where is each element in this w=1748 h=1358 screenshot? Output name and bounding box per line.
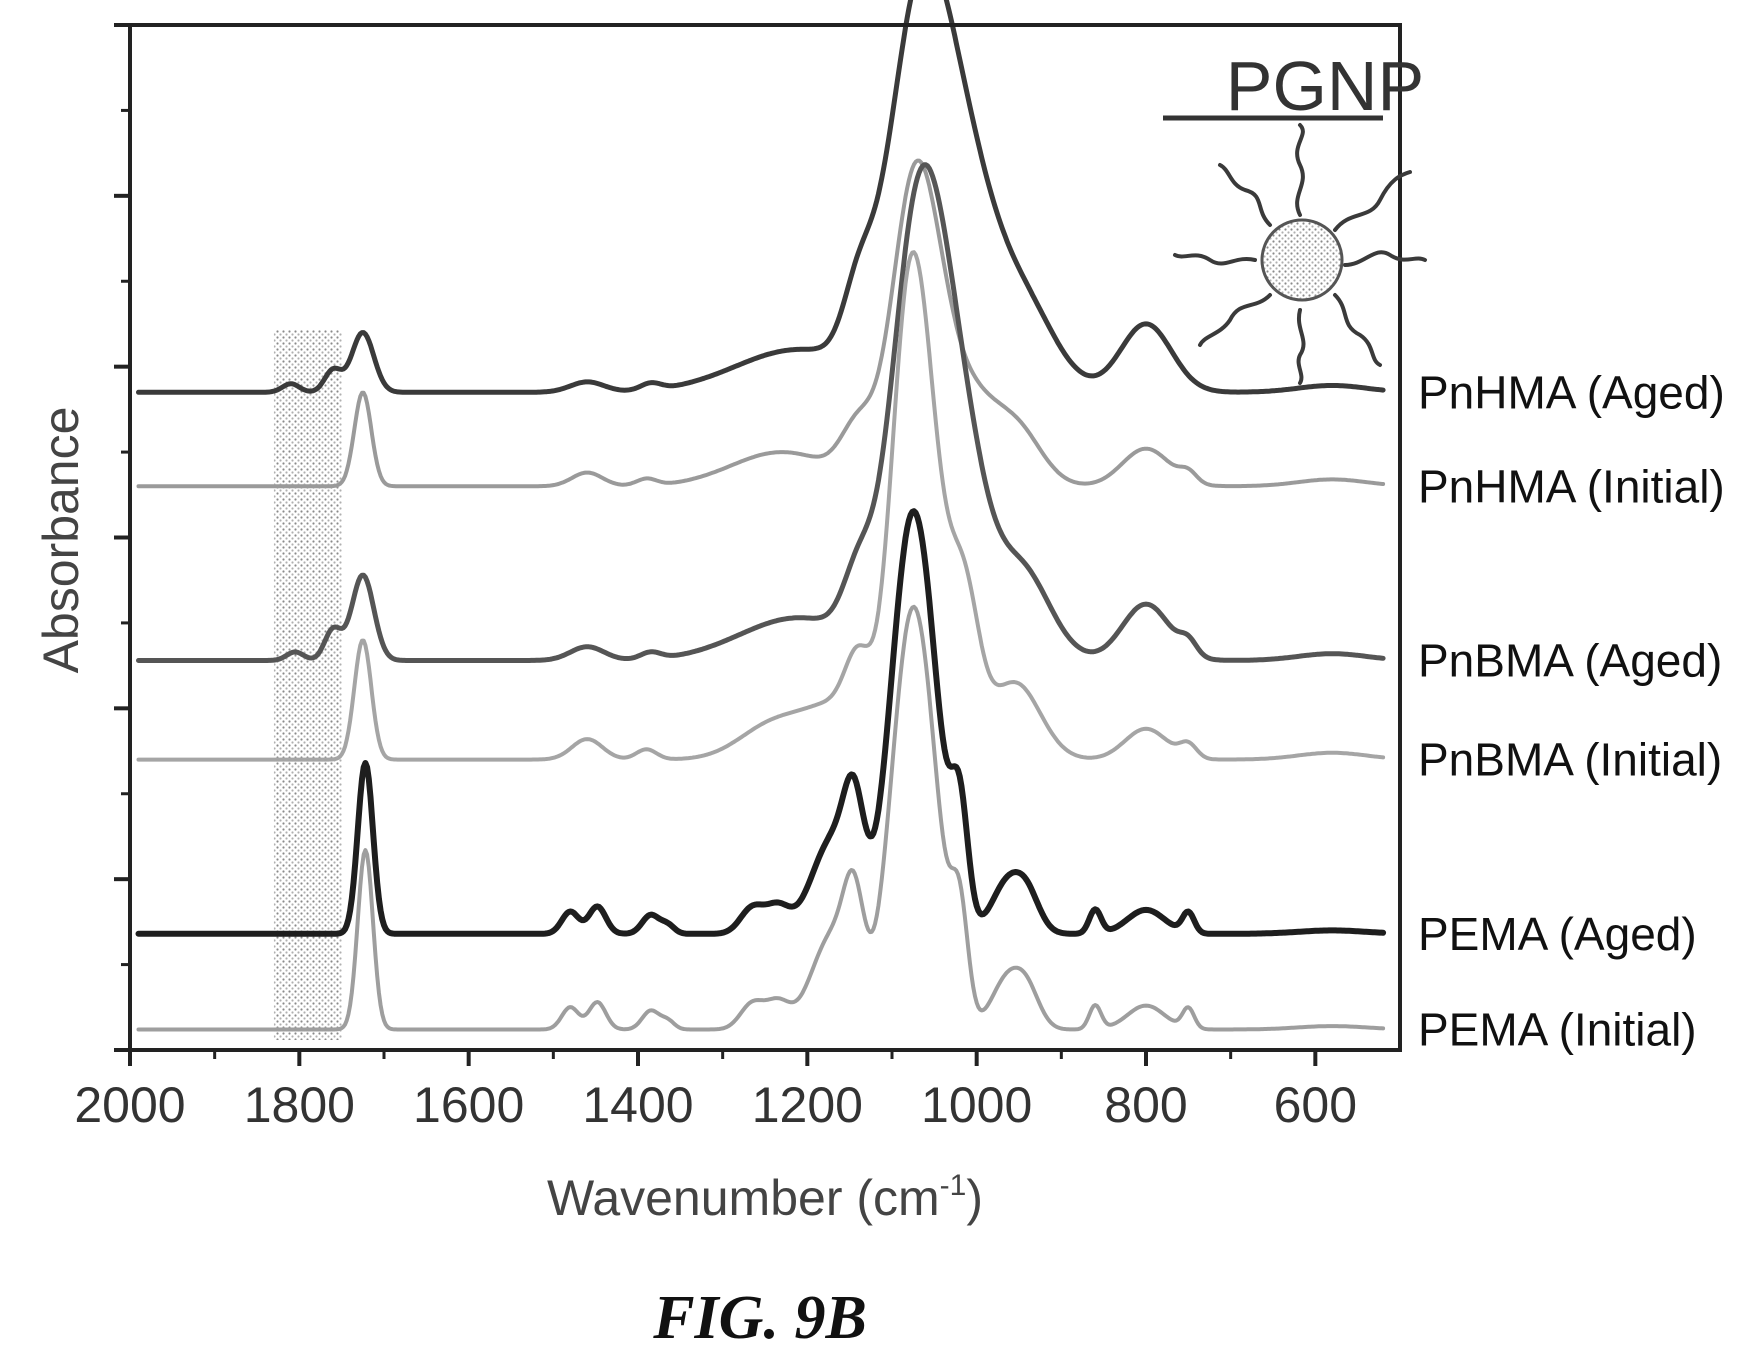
x-tick-label-1: 1800 (244, 1077, 355, 1133)
x-tick-label-4: 1200 (752, 1077, 863, 1133)
series-line-5 (136, 604, 1386, 1032)
x-tick-label-2: 1600 (413, 1077, 524, 1133)
series-labels: PnHMA (Aged) PnHMA (Initial) PnBMA (Aged) P… (1418, 366, 1725, 1055)
series-line-0 (136, 0, 1386, 395)
nanoparticle-core (1260, 218, 1344, 302)
polymer-grafted-nanoparticle-icon (1173, 123, 1427, 385)
inset-title: PGNP (1226, 47, 1424, 125)
figure-caption: FIG. 9B (652, 1284, 867, 1352)
series-label-4: PEMA (Aged) (1418, 908, 1697, 960)
x-tick-label-5: 1000 (921, 1077, 1032, 1133)
series-line-4 (135, 508, 1387, 937)
series-line-3 (136, 250, 1386, 762)
stippled-highlight-band (273, 330, 342, 1040)
axes: 2000 1800 1600 1400 1200 1000 800 600 (74, 23, 1357, 1133)
series-label-1: PnHMA (Initial) (1418, 460, 1725, 512)
x-tick-label-3: 1400 (582, 1077, 693, 1133)
x-tick-label-6: 800 (1104, 1077, 1187, 1133)
x-axis-title: Wavenumber (cm-1) (547, 1169, 983, 1226)
series-label-2: PnBMA (Aged) (1418, 635, 1722, 687)
series-line-2 (136, 162, 1386, 663)
x-tick-label-0: 2000 (74, 1077, 185, 1133)
spectra-traces (135, 0, 1387, 1032)
series-label-0: PnHMA (Aged) (1418, 366, 1725, 418)
series-label-3: PnBMA (Initial) (1418, 734, 1722, 786)
x-tick-label-7: 600 (1274, 1077, 1357, 1133)
series-line-1 (136, 158, 1386, 489)
series-label-5: PEMA (Initial) (1418, 1004, 1697, 1056)
highlight-band-rect (273, 330, 342, 1040)
inset: PGNP (1163, 47, 1427, 385)
y-axis-title: Absorbance (33, 407, 89, 674)
